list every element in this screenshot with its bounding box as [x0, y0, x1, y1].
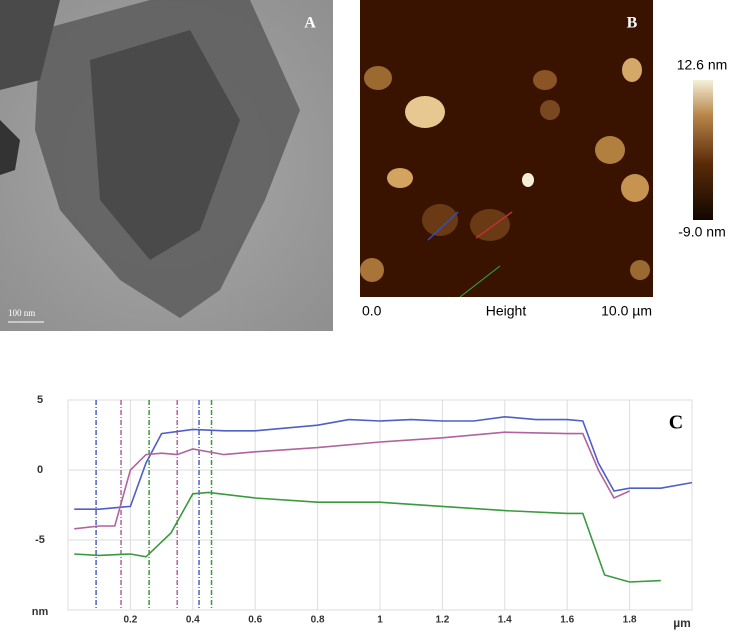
x-label: Height — [486, 303, 527, 319]
profile-chart: -5 0 5 0.2 0.4 0.6 0.8 1 1.2 1.4 1.6 1.8 nm µm C — [32, 394, 693, 630]
afm-image — [360, 0, 713, 298]
x-start: 0.0 — [362, 303, 382, 319]
y-tick-label: -5 — [35, 534, 45, 546]
x-tick-label: 0.6 — [248, 615, 262, 626]
x-tick-label: 0.2 — [123, 615, 137, 626]
colorbar-min: -9.0 nm — [678, 224, 725, 240]
x-end: 10.0 µm — [601, 303, 652, 319]
y-tick-label: 5 — [37, 394, 43, 406]
data-line — [74, 431, 630, 530]
x-tick-label: 1.2 — [435, 615, 449, 626]
panel-label: B — [627, 15, 638, 32]
data-line — [74, 491, 661, 583]
scale-bar-label: 100 nm — [8, 308, 35, 318]
x-tick-label: 0.4 — [186, 615, 200, 626]
x-tick-label: 1.4 — [498, 615, 512, 626]
y-unit: nm — [32, 606, 49, 618]
x-tick-label: 0.8 — [311, 615, 325, 626]
x-tick-label: 1.6 — [560, 615, 574, 626]
y-tick-label: 0 — [37, 464, 43, 476]
panel-label: A — [304, 15, 316, 32]
colorbar-max: 12.6 nm — [677, 57, 728, 73]
x-tick-label: 1 — [377, 615, 383, 626]
panel-label: C — [669, 412, 683, 434]
tem-image — [0, 0, 333, 331]
data-line — [74, 415, 693, 510]
x-tick-label: 1.8 — [623, 615, 637, 626]
x-unit: µm — [673, 616, 691, 630]
